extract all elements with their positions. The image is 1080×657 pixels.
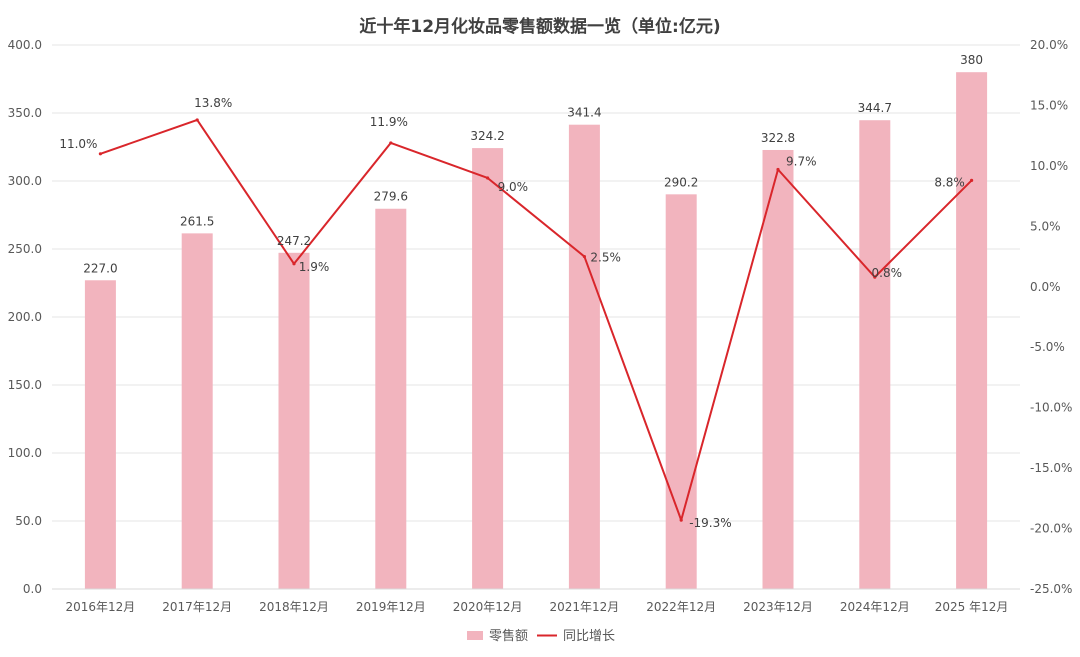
line-value-label: 11.9%	[370, 115, 408, 129]
y-right-tick-label: -20.0%	[1030, 522, 1072, 536]
y-right-tick-label: 0.0%	[1030, 280, 1061, 294]
line-value-label: 1.9%	[299, 260, 330, 274]
bar-value-label: 344.7	[858, 101, 892, 115]
x-tick-label: 2016年12月	[65, 600, 135, 614]
bar-value-label: 290.2	[664, 175, 698, 189]
legend-swatch-bar	[467, 631, 483, 640]
bar-value-label: 341.4	[567, 106, 601, 120]
line-point	[486, 176, 490, 180]
y-right-tick-label: 5.0%	[1030, 219, 1061, 233]
line-point	[98, 152, 102, 156]
line-value-label: 8.8%	[934, 175, 965, 189]
y-left-tick-label: 0.0	[23, 582, 42, 596]
bar-series	[84, 72, 988, 590]
y-left-tick-label: 100.0	[8, 446, 42, 460]
y-left-tick-label: 150.0	[8, 378, 42, 392]
bar	[568, 124, 600, 590]
y-right-tick-label: -15.0%	[1030, 461, 1072, 475]
line-point	[873, 275, 877, 279]
line-value-label: 13.8%	[194, 96, 232, 110]
y-left-tick-label: 200.0	[8, 310, 42, 324]
x-tick-label: 2017年12月	[162, 600, 232, 614]
line-value-label: 9.7%	[786, 155, 817, 169]
y-right-tick-label: -5.0%	[1030, 340, 1065, 354]
bar-value-label: 322.8	[761, 131, 795, 145]
y-left-tick-label: 400.0	[8, 38, 42, 52]
y-right-tick-label: -10.0%	[1030, 401, 1072, 415]
line-value-label: 0.8%	[872, 266, 903, 280]
bar	[956, 72, 988, 589]
bar-value-label: 261.5	[180, 214, 214, 228]
line-point	[776, 167, 780, 172]
bar-value-label: 324.2	[470, 129, 504, 143]
bar	[665, 194, 697, 589]
line-point	[970, 178, 974, 182]
bar-value-label: 227.0	[83, 261, 117, 275]
x-tick-label: 2022年12月	[646, 600, 716, 614]
bar	[859, 120, 891, 589]
bar	[375, 208, 407, 589]
x-tick-label: 2025 年12月	[935, 600, 1009, 614]
line-value-label: 11.0%	[59, 137, 97, 151]
bar-value-label: 279.6	[374, 190, 408, 204]
line-point	[389, 141, 393, 145]
chart-title: 近十年12月化妆品零售额数据一览（单位:亿元)	[359, 16, 720, 37]
line-point	[195, 118, 199, 122]
bar-value-label: 380	[960, 53, 983, 67]
line-point	[582, 254, 587, 259]
x-tick-label: 2021年12月	[549, 600, 619, 614]
line-value-label: 2.5%	[590, 251, 621, 265]
bar	[762, 149, 794, 589]
x-tick-label: 2019年12月	[356, 600, 426, 614]
line-point	[292, 262, 296, 266]
bar	[181, 233, 213, 590]
y-right-tick-label: -25.0%	[1030, 582, 1072, 596]
x-tick-label: 2024年12月	[840, 600, 910, 614]
growth-line	[100, 118, 973, 522]
y-right-tick-label: 20.0%	[1030, 38, 1068, 52]
y-right-tick-label: 10.0%	[1030, 159, 1068, 173]
legend-label-line: 同比增长	[563, 629, 615, 644]
y-left-tick-label: 300.0	[8, 174, 42, 188]
gridlines	[52, 44, 1020, 590]
x-tick-label: 2023年12月	[743, 600, 813, 614]
x-tick-label: 2018年12月	[259, 600, 329, 614]
line-series	[98, 118, 974, 522]
bar	[472, 148, 504, 589]
y-left-tick-label: 50.0	[15, 514, 42, 528]
x-tick-label: 2020年12月	[453, 600, 523, 614]
legend: 零售额 同比增长	[467, 628, 615, 644]
bar	[278, 252, 310, 590]
bar	[84, 280, 116, 589]
bar-value-label: 247.2	[277, 234, 311, 248]
legend-label-bar: 零售额	[489, 628, 528, 644]
axes: 0.0 50.0 100.0 150.0 200.0 250.0 300.0 350.0 400…	[8, 38, 1073, 614]
line-value-label: -19.3%	[689, 516, 731, 530]
data-labels: 227.0 261.5 247.2 279.6 324.2 341.4 290.2 322.8…	[59, 53, 983, 530]
y-right-tick-label: 15.0%	[1030, 98, 1068, 112]
line-value-label: 9.0%	[498, 180, 528, 194]
y-left-tick-label: 350.0	[8, 106, 42, 120]
line-point	[679, 518, 683, 522]
y-left-tick-label: 250.0	[8, 242, 42, 256]
